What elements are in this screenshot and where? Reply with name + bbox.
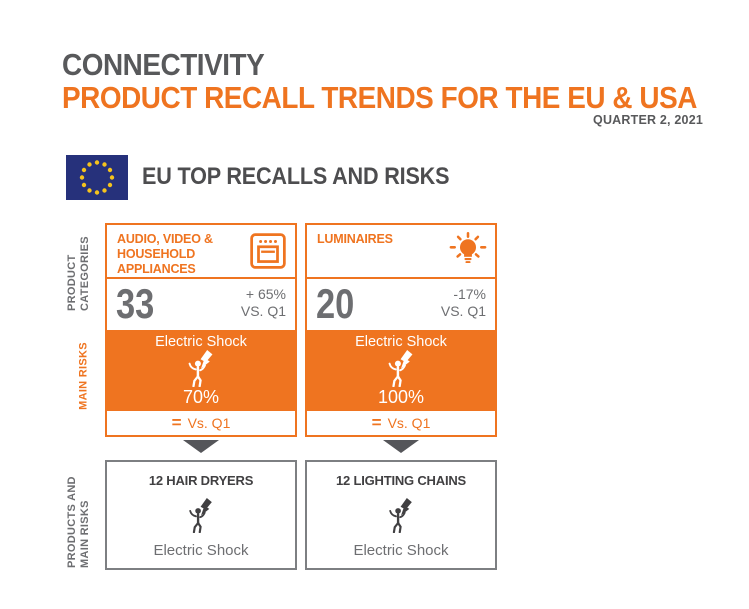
product-card-hair-dryers: 12 HAIR DRYERS Electric Shock	[105, 460, 297, 570]
risk-label: Electric Shock	[155, 334, 247, 350]
recall-stats: 33 + 65% VS. Q1	[107, 279, 295, 330]
risk-trend: = Vs. Q1	[107, 411, 295, 435]
row-label-products-and-main-risks: PRODUCTS AND MAIN RISKS	[66, 476, 91, 568]
main-risk-panel: Electric Shock 70%	[107, 330, 295, 411]
risk-percent: 100%	[377, 387, 425, 407]
category-card-header: LUMINAIRES	[307, 225, 495, 279]
down-arrow-icon	[183, 440, 219, 453]
category-card-luminaires: LUMINAIRES 20 -17% VS. Q1 Electric Shock…	[305, 223, 497, 437]
risk-label: Electric Shock	[355, 334, 447, 350]
category-name: LUMINAIRES	[317, 232, 393, 246]
change-percent: -17%	[453, 286, 486, 302]
trend-period: Vs. Q1	[387, 415, 431, 431]
change-percent: + 65%	[245, 286, 286, 302]
risk-trend: = Vs. Q1	[307, 411, 495, 435]
recall-stats: 20 -17% VS. Q1	[307, 279, 495, 330]
row-label-main-risks: MAIN RISKS	[77, 342, 90, 410]
main-risk-panel: Electric Shock 100%	[307, 330, 495, 411]
oven-icon	[249, 232, 287, 270]
product-title: 12 HAIR DRYERS	[148, 473, 254, 488]
change-period: VS. Q1	[240, 303, 286, 319]
eu-flag-icon	[66, 155, 128, 200]
product-risk-label: Electric Shock	[353, 542, 449, 559]
product-title: 12 LIGHTING CHAINS	[335, 473, 467, 488]
risk-percent: 70%	[182, 387, 220, 407]
category-card-header: AUDIO, VIDEO & HOUSEHOLD APPLIANCES	[107, 225, 295, 279]
product-risk-label: Electric Shock	[153, 542, 249, 559]
equals-trend-icon: =	[171, 413, 182, 432]
category-name: AUDIO, VIDEO & HOUSEHOLD APPLIANCES	[117, 232, 213, 276]
change-period: VS. Q1	[440, 303, 486, 319]
recall-change: + 65% VS. Q1	[241, 286, 286, 320]
equals-trend-icon: =	[371, 413, 382, 432]
electric-shock-icon	[185, 350, 217, 387]
electric-shock-icon	[386, 498, 416, 533]
electric-shock-icon	[385, 350, 417, 387]
electric-shock-icon	[186, 498, 216, 533]
quarter-label: QUARTER 2, 2021	[593, 113, 703, 127]
kicker-title: CONNECTIVITY	[62, 47, 265, 82]
recall-count: 20	[316, 280, 355, 327]
lightbulb-icon	[449, 232, 487, 270]
trend-period: Vs. Q1	[187, 415, 231, 431]
page-title: PRODUCT RECALL TRENDS FOR THE EU & USA	[62, 80, 697, 115]
row-label-product-categories: PRODUCT CATEGORIES	[66, 236, 91, 311]
category-card-audio-video-household: AUDIO, VIDEO & HOUSEHOLD APPLIANCES 33 +…	[105, 223, 297, 437]
section-heading: EU TOP RECALLS AND RISKS	[142, 163, 450, 190]
down-arrow-icon	[383, 440, 419, 453]
product-card-lighting-chains: 12 LIGHTING CHAINS Electric Shock	[305, 460, 497, 570]
recall-count: 33	[116, 280, 155, 327]
recall-change: -17% VS. Q1	[441, 286, 486, 320]
